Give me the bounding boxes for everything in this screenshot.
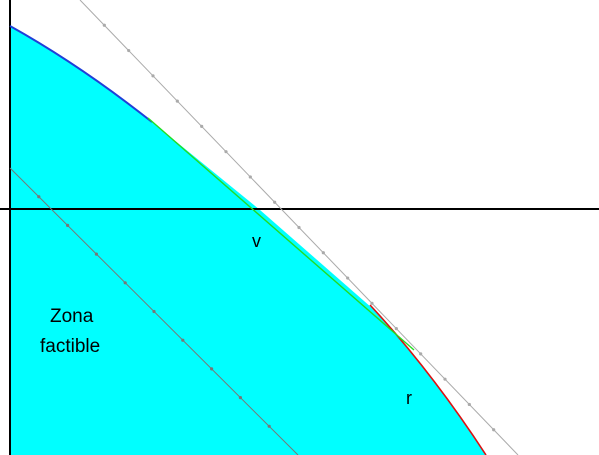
reference-line-upper-markers [102,23,496,432]
line-marker [181,338,185,342]
line-marker [200,124,204,128]
feasible-zone-label-line2: factible [40,336,100,357]
line-label: r [406,388,412,408]
line-marker [248,175,252,179]
line-marker [127,48,131,53]
boundary-curve-blue [9,25,153,123]
line-marker [66,223,70,227]
line-marker [394,327,398,331]
line-marker [37,195,41,199]
line-marker [102,23,106,27]
line-marker [273,200,277,204]
line-marker [94,252,98,256]
line-marker [210,367,214,371]
boundary-curve-red [369,304,487,455]
line-marker [419,352,423,356]
tangent-segment-green [147,117,415,351]
line-marker [151,74,155,78]
line-marker [492,428,496,432]
reference-line-lower-markers [37,195,271,428]
feasible-region [10,26,486,455]
feasible-zone-label-line1: Zona [50,306,94,327]
line-marker [152,309,156,314]
line-marker [238,396,242,400]
line-marker [443,377,447,381]
line-marker [175,99,179,103]
line-marker [346,276,350,280]
line-marker [467,402,471,407]
line-marker [370,301,374,305]
line-marker [321,251,325,255]
line-marker [267,424,271,428]
line-marker [123,281,127,285]
vertex-label: v [252,231,261,251]
line-marker [297,225,301,230]
line-marker [224,150,228,154]
